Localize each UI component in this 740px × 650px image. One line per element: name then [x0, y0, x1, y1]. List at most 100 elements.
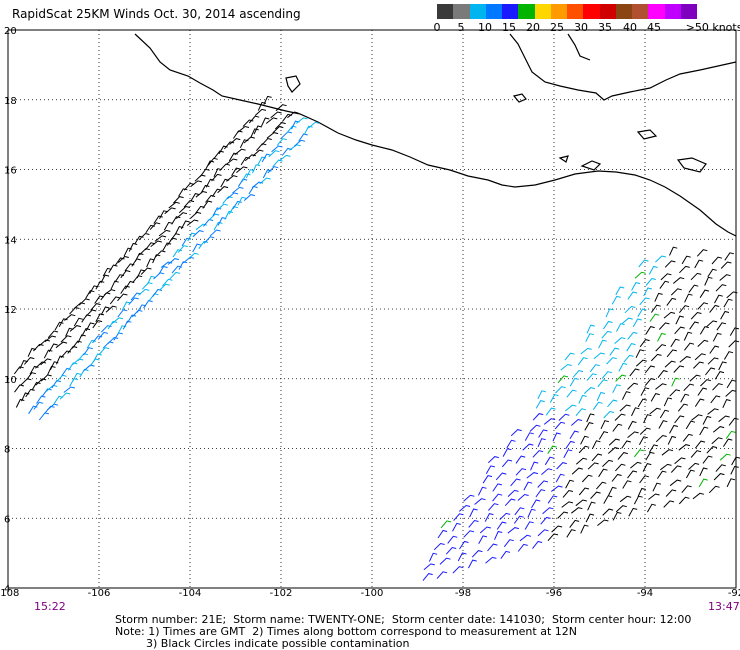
wind-barb [83, 347, 93, 356]
time-left: 15:22 [34, 600, 66, 613]
wind-barb [726, 379, 737, 389]
wind-barb [580, 524, 589, 534]
wind-barb [83, 364, 95, 372]
wind-barb [192, 230, 204, 238]
wind-barb [621, 317, 633, 325]
wind-barb [591, 440, 601, 450]
wind-barb [501, 459, 513, 468]
wind-barb [178, 205, 191, 214]
wind-barb [474, 498, 486, 505]
wind-barb [707, 357, 719, 365]
wind-barb [637, 398, 648, 408]
wind-barb [452, 566, 464, 574]
wind-barb [160, 261, 173, 268]
wind-barb [452, 522, 461, 532]
wind-barb [236, 166, 248, 173]
y-tick-label: 16 [4, 166, 17, 177]
wind-barb [699, 289, 710, 298]
x-tick-label: -98 [455, 588, 471, 599]
wind-barb [618, 362, 628, 372]
wind-barb [95, 313, 105, 323]
wind-barb [700, 379, 712, 387]
wind-barb [697, 387, 708, 396]
wind-barb [645, 451, 655, 461]
wind-barb [564, 352, 575, 361]
wind-barb [694, 398, 705, 407]
wind-barb [73, 317, 84, 327]
wind-barb [183, 182, 195, 191]
wind-barb [689, 321, 699, 330]
wind-barb [107, 320, 118, 330]
wind-barb [153, 215, 163, 224]
wind-barb [237, 125, 250, 133]
wind-barb [684, 342, 695, 351]
wind-barb [487, 456, 499, 464]
wind-barb [607, 399, 618, 408]
wind-barb [105, 305, 117, 313]
wind-barb [199, 168, 210, 177]
wind-barb [178, 261, 188, 270]
wind-barb [136, 269, 146, 279]
wind-barb [657, 370, 668, 379]
wind-barb [642, 463, 652, 472]
wind-barb [592, 401, 603, 410]
wind-barb [540, 516, 551, 525]
wind-barb [556, 462, 567, 470]
wind-barb [190, 211, 202, 219]
wind-barb [557, 375, 569, 384]
wind-barb [103, 289, 116, 296]
wind-barb [637, 487, 646, 497]
wind-barb [190, 193, 200, 202]
wind-barb [575, 408, 586, 417]
wind-barb [562, 489, 574, 498]
wind-barb [95, 280, 105, 290]
wind-barb [621, 440, 631, 449]
wind-barb [47, 330, 59, 339]
wind-barb [663, 500, 675, 508]
wind-barb [725, 389, 737, 397]
wind-barb [243, 136, 255, 144]
wind-barb [654, 292, 663, 302]
time-right: 13:47 [708, 600, 740, 613]
colorbar-swatch [632, 4, 649, 19]
wind-barb [683, 383, 695, 392]
wind-barb [663, 397, 673, 407]
wind-barb [531, 499, 541, 508]
wind-barb [547, 533, 559, 542]
wind-barb [38, 412, 50, 421]
wind-barb [624, 305, 636, 314]
wind-barb [15, 398, 25, 408]
wind-barb [274, 122, 286, 130]
colorbar-swatch [534, 4, 551, 19]
wind-barb [682, 433, 693, 442]
wind-barb [36, 395, 46, 404]
wind-barb [688, 462, 700, 470]
wind-barb [136, 304, 147, 313]
wind-barb [526, 472, 539, 479]
wind-barb [637, 308, 647, 318]
wind-barb [163, 221, 173, 231]
wind-barb [164, 207, 176, 215]
wind-barb [209, 229, 221, 237]
wind-barb [552, 432, 561, 442]
colorbar-label: >50 knots [685, 21, 740, 34]
wind-barb [712, 426, 725, 433]
wind-barb [669, 246, 678, 256]
wind-barb [55, 341, 68, 349]
wind-barb [557, 511, 569, 519]
wind-barb [658, 420, 668, 429]
wind-barb [71, 340, 82, 349]
colorbar-label: 30 [574, 21, 588, 34]
wind-barb [100, 306, 110, 316]
wind-barb [510, 478, 521, 487]
wind-barb [615, 463, 626, 472]
wind-barb [615, 374, 627, 382]
wind-barb [551, 485, 563, 492]
wind-barb [639, 339, 650, 348]
wind-barb [554, 421, 566, 430]
wind-barb [138, 232, 150, 241]
wind-barb [92, 353, 102, 363]
wind-barb [586, 373, 597, 381]
wind-barb [43, 349, 53, 359]
wind-barb [485, 465, 495, 474]
